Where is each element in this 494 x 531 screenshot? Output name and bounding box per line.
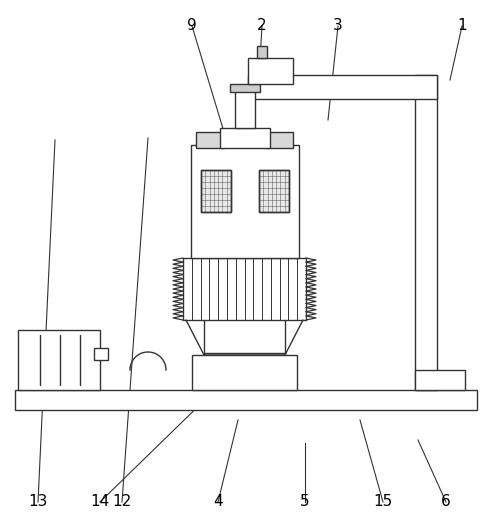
Text: 13: 13 — [28, 494, 48, 510]
Text: 3: 3 — [333, 19, 343, 33]
Bar — [220, 128, 270, 148]
Bar — [18, 330, 100, 390]
Bar — [201, 170, 231, 212]
Bar — [415, 75, 437, 390]
Bar — [265, 132, 293, 148]
Bar — [196, 132, 224, 148]
Bar — [191, 145, 299, 258]
Text: 4: 4 — [213, 494, 223, 510]
Bar — [94, 348, 108, 360]
Bar — [235, 88, 255, 128]
Bar — [230, 84, 260, 92]
Text: 12: 12 — [112, 494, 131, 510]
Text: 1: 1 — [457, 19, 467, 33]
Bar — [259, 170, 289, 212]
Text: 9: 9 — [187, 19, 197, 33]
Text: 15: 15 — [373, 494, 393, 510]
Bar — [248, 58, 293, 84]
Text: 2: 2 — [257, 19, 267, 33]
Bar — [15, 390, 477, 410]
Bar — [248, 75, 437, 99]
Text: 14: 14 — [90, 494, 110, 510]
Bar — [201, 170, 231, 212]
Bar — [415, 370, 465, 390]
Text: 5: 5 — [300, 494, 310, 510]
Bar — [259, 170, 289, 212]
Text: 6: 6 — [441, 494, 451, 510]
Bar — [257, 46, 267, 58]
Bar — [192, 355, 297, 390]
